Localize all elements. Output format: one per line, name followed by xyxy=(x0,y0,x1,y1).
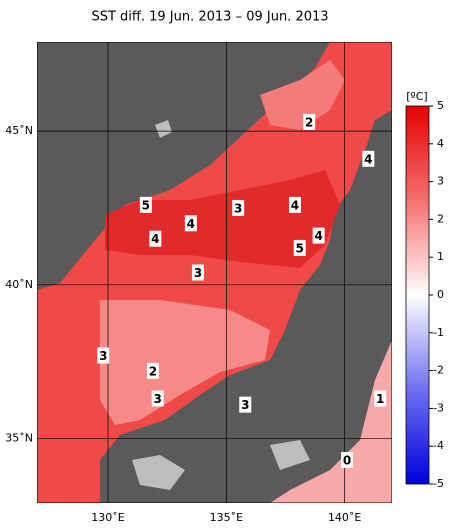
y-tick-label: 40˚N xyxy=(5,278,33,291)
colorbar-tick-label: 5 xyxy=(437,99,444,112)
colorbar xyxy=(405,105,430,485)
contour-label: 4 xyxy=(364,152,372,166)
contour-label: 1 xyxy=(376,392,384,406)
mild-region-2 xyxy=(260,60,345,130)
contour-label: 2 xyxy=(305,115,313,129)
contour-label-box xyxy=(303,113,316,130)
contour-label-box xyxy=(191,264,204,281)
x-tick-label: 140˚E xyxy=(328,511,361,524)
contour-label-box xyxy=(374,390,387,407)
contour-label: 0 xyxy=(343,453,351,467)
contour-label: 3 xyxy=(241,398,249,412)
colorbar-tick-label: 2 xyxy=(437,212,444,225)
y-tick-label: 35˚N xyxy=(5,431,33,444)
contour-label: 5 xyxy=(142,198,150,212)
contour-label: 3 xyxy=(99,349,107,363)
map-title: SST diff. 19 Jun. 2013 – 09 Jun. 2013 xyxy=(91,10,328,25)
contour-label-box xyxy=(312,227,325,244)
mild-region xyxy=(100,300,270,425)
contour-label-box xyxy=(288,196,301,213)
contour-label: 3 xyxy=(154,392,162,406)
contour-label: 3 xyxy=(234,201,242,215)
x-tick-label: 135˚E xyxy=(210,511,243,524)
contour-label: 5 xyxy=(296,241,304,255)
warm-region xyxy=(105,170,340,268)
colorbar-tick-label: -2 xyxy=(433,364,444,377)
map-area xyxy=(37,42,392,503)
colorbar-tick-label: 4 xyxy=(437,137,444,150)
contour-label: 4 xyxy=(291,198,299,212)
land-island xyxy=(132,455,185,490)
land-island xyxy=(270,440,310,470)
colorbar-tick-label: 0 xyxy=(437,288,444,301)
contour-label-box xyxy=(341,451,354,468)
colorbar-tick-label: -1 xyxy=(433,326,444,339)
contour-label: 4 xyxy=(314,229,322,243)
contour-label-box xyxy=(232,199,245,216)
colorbar-tick-label: -3 xyxy=(433,401,444,414)
land-island xyxy=(155,120,172,138)
contour-label-box xyxy=(97,347,110,364)
contour-label-box xyxy=(184,215,197,232)
sea-south xyxy=(270,340,392,503)
contour-label-box xyxy=(362,150,375,167)
contour-label-box xyxy=(139,196,152,213)
colorbar-tick-label: 3 xyxy=(437,175,444,188)
x-tick-label: 130˚E xyxy=(91,511,124,524)
contour-label: 2 xyxy=(149,364,157,378)
contour-label: 3 xyxy=(194,266,202,280)
colorbar-tick-label: -5 xyxy=(433,477,444,490)
contour-label-box xyxy=(293,239,306,256)
contour-label-box xyxy=(149,230,162,247)
contour-label-box xyxy=(146,362,159,379)
y-tick-label: 45˚N xyxy=(5,124,33,137)
contour-label: 4 xyxy=(187,217,195,231)
colorbar-label: [ºC] xyxy=(406,90,427,103)
contour-label: 4 xyxy=(151,232,159,246)
contour-label-box xyxy=(239,396,252,413)
colorbar-tick-label: -4 xyxy=(433,439,444,452)
contour-label-box xyxy=(151,390,164,407)
colorbar-tick-label: 1 xyxy=(437,250,444,263)
